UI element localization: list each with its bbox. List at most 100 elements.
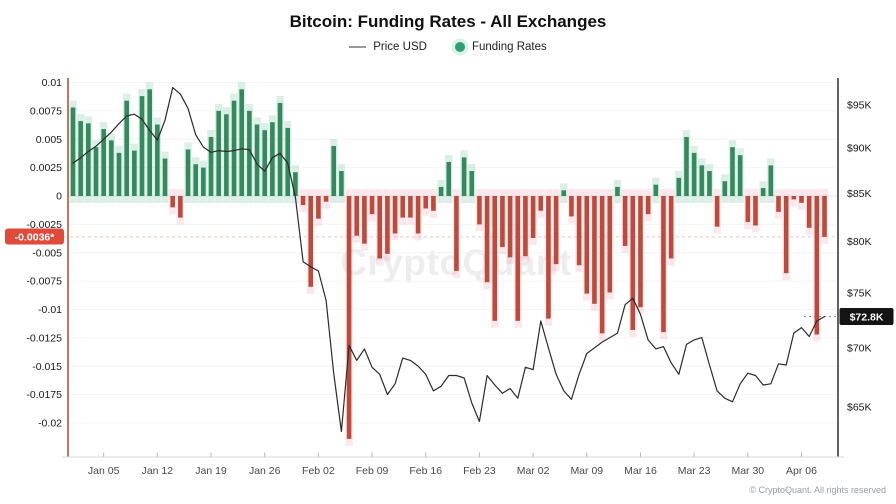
funding-bar[interactable]	[323, 196, 329, 202]
funding-bar[interactable]	[239, 89, 245, 196]
funding-bar[interactable]	[783, 196, 789, 274]
funding-bar[interactable]	[553, 196, 559, 265]
funding-bar[interactable]	[507, 196, 513, 258]
funding-bar[interactable]	[316, 196, 321, 219]
funding-bar[interactable]	[293, 172, 298, 196]
funding-bar[interactable]	[247, 110, 252, 196]
funding-bar[interactable]	[523, 196, 528, 257]
funding-bar[interactable]	[569, 196, 574, 217]
funding-bar[interactable]	[262, 130, 268, 196]
funding-bar[interactable]	[201, 167, 206, 196]
funding-bar[interactable]	[124, 100, 129, 196]
funding-bar[interactable]	[806, 196, 812, 228]
funding-bar[interactable]	[530, 196, 536, 238]
funding-bar[interactable]	[638, 196, 643, 308]
funding-bar[interactable]	[139, 96, 145, 196]
funding-bar[interactable]	[745, 196, 751, 223]
funding-bar[interactable]	[354, 196, 360, 236]
funding-bar[interactable]	[162, 158, 168, 196]
funding-bar[interactable]	[170, 196, 175, 208]
funding-bar[interactable]	[722, 181, 728, 196]
funding-bar[interactable]	[400, 196, 406, 218]
funding-bar[interactable]	[377, 196, 383, 259]
funding-bar[interactable]	[515, 196, 521, 321]
funding-bar[interactable]	[653, 184, 659, 196]
funding-bar[interactable]	[630, 196, 636, 330]
funding-bar[interactable]	[546, 196, 551, 319]
funding-bar[interactable]	[676, 177, 682, 196]
funding-bar[interactable]	[408, 196, 413, 218]
funding-bar[interactable]	[822, 196, 827, 237]
funding-bar[interactable]	[461, 157, 467, 196]
funding-bar[interactable]	[208, 136, 214, 196]
funding-bar[interactable]	[791, 196, 797, 200]
funding-bar[interactable]	[768, 165, 774, 196]
funding-bar[interactable]	[415, 196, 421, 234]
funding-bar[interactable]	[477, 196, 482, 225]
funding-bar[interactable]	[576, 196, 582, 266]
funding-bar[interactable]	[132, 150, 137, 196]
funding-bar[interactable]	[369, 196, 375, 215]
funding-bar[interactable]	[584, 196, 590, 294]
funding-bar[interactable]	[492, 196, 498, 321]
funding-bar[interactable]	[270, 122, 275, 196]
funding-bar[interactable]	[423, 196, 429, 209]
funding-bar[interactable]	[776, 196, 781, 212]
funding-bar[interactable]	[155, 124, 160, 196]
funding-bar[interactable]	[645, 196, 651, 215]
funding-bar[interactable]	[231, 100, 237, 196]
funding-bar[interactable]	[339, 171, 344, 196]
funding-bar[interactable]	[216, 110, 221, 196]
legend-item-funding[interactable]: Funding Rates	[454, 41, 547, 53]
funding-bar[interactable]	[760, 188, 766, 196]
funding-bar[interactable]	[799, 196, 804, 203]
funding-bar[interactable]	[93, 147, 99, 196]
funding-bar[interactable]	[691, 152, 697, 196]
funding-bar[interactable]	[86, 123, 91, 196]
funding-bar[interactable]	[193, 164, 198, 196]
funding-bar[interactable]	[446, 161, 452, 196]
funding-bar[interactable]	[346, 196, 352, 439]
funding-bar[interactable]	[730, 147, 735, 196]
funding-bar[interactable]	[607, 196, 613, 293]
funding-bar[interactable]	[285, 127, 291, 196]
funding-bar[interactable]	[814, 196, 820, 335]
funding-bar[interactable]	[70, 107, 76, 196]
funding-bar[interactable]	[615, 186, 620, 196]
funding-bar[interactable]	[392, 196, 398, 234]
funding-bar[interactable]	[500, 196, 505, 248]
funding-bar[interactable]	[454, 196, 459, 271]
funding-bar[interactable]	[668, 196, 674, 259]
funding-bar[interactable]	[362, 196, 367, 244]
funding-bar[interactable]	[699, 165, 705, 196]
funding-bar[interactable]	[661, 196, 666, 333]
funding-bar[interactable]	[753, 196, 758, 226]
funding-bar[interactable]	[78, 121, 83, 196]
funding-bar[interactable]	[737, 155, 743, 196]
price-line[interactable]	[72, 86, 826, 433]
funding-bar[interactable]	[277, 102, 283, 196]
funding-bar[interactable]	[224, 114, 229, 196]
funding-bar[interactable]	[431, 196, 436, 211]
funding-bar[interactable]	[331, 146, 337, 196]
funding-bar[interactable]	[300, 196, 306, 206]
funding-bar[interactable]	[622, 196, 628, 246]
funding-bar[interactable]	[484, 196, 490, 283]
funding-bar[interactable]	[116, 152, 122, 196]
funding-bar[interactable]	[684, 136, 689, 196]
funding-bar[interactable]	[561, 190, 567, 196]
funding-bar[interactable]	[714, 196, 720, 227]
funding-bar[interactable]	[147, 89, 152, 196]
funding-bar[interactable]	[101, 129, 106, 196]
funding-bar[interactable]	[254, 124, 260, 196]
funding-bar[interactable]	[438, 186, 444, 196]
funding-bar[interactable]	[109, 140, 114, 196]
funding-bar[interactable]	[308, 196, 314, 287]
funding-bar[interactable]	[707, 171, 712, 196]
funding-bar[interactable]	[385, 196, 390, 254]
legend-item-price[interactable]: Price USD	[349, 41, 427, 53]
funding-bar[interactable]	[599, 196, 605, 334]
funding-bar[interactable]	[185, 149, 191, 196]
funding-bar[interactable]	[538, 196, 544, 211]
